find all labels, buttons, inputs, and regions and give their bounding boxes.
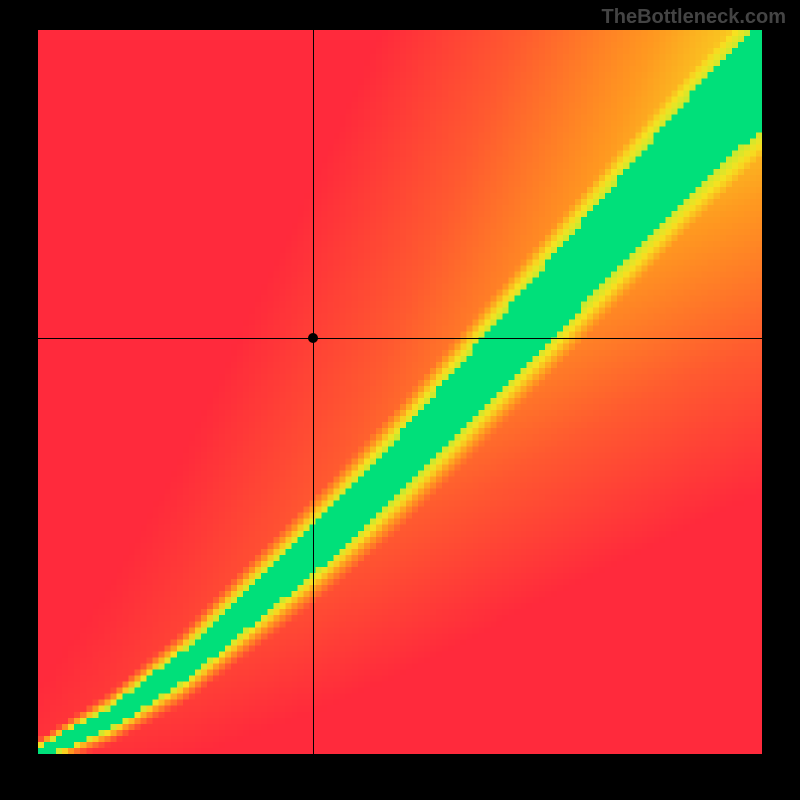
heatmap-canvas — [38, 30, 762, 754]
watermark-text: TheBottleneck.com — [602, 6, 786, 29]
crosshair-horizontal — [38, 338, 762, 339]
heatmap-plot-area — [38, 30, 762, 754]
crosshair-vertical — [313, 30, 314, 754]
data-point-marker — [308, 333, 318, 343]
